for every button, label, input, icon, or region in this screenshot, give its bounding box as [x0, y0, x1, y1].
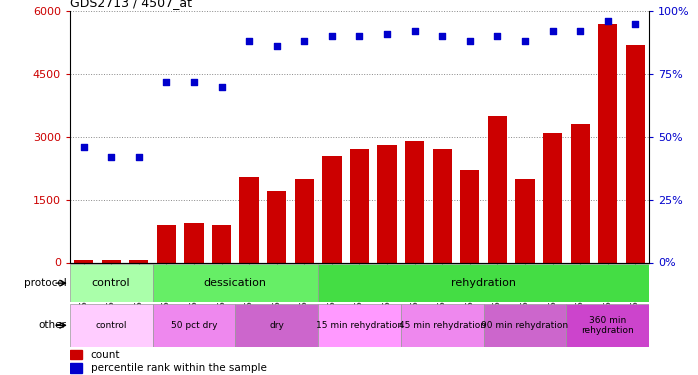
Point [271, 44, 282, 50]
Point [326, 33, 337, 39]
Point [188, 79, 200, 85]
Bar [153, 264, 318, 302]
Point [216, 84, 227, 90]
Text: 15 min rehydration: 15 min rehydration [316, 321, 403, 330]
Text: count: count [91, 350, 120, 360]
Point [133, 154, 144, 160]
Text: protocol: protocol [24, 278, 66, 288]
Bar [239, 177, 259, 262]
Bar [70, 350, 82, 359]
Bar [401, 304, 484, 347]
Bar [235, 304, 318, 347]
Bar [156, 225, 176, 262]
Text: control: control [96, 321, 127, 330]
Bar [184, 223, 204, 262]
Bar [70, 264, 153, 302]
Text: 45 min rehydration: 45 min rehydration [399, 321, 486, 330]
Bar [267, 191, 286, 262]
Point [547, 28, 558, 34]
Point [519, 38, 530, 44]
Text: 90 min rehydration: 90 min rehydration [482, 321, 569, 330]
Bar [350, 149, 369, 262]
Bar [433, 149, 452, 262]
Bar [295, 179, 314, 262]
Bar [74, 260, 94, 262]
Point [161, 79, 172, 85]
Bar [543, 133, 562, 262]
Point [409, 28, 420, 34]
Point [437, 33, 448, 39]
Point [78, 144, 89, 150]
Text: other: other [38, 320, 66, 330]
Bar [488, 116, 507, 262]
Bar [101, 260, 121, 262]
Bar [129, 260, 149, 262]
Point [602, 18, 614, 24]
Bar [598, 24, 618, 262]
Bar [153, 304, 235, 347]
Bar [318, 264, 649, 302]
Point [630, 21, 641, 27]
Point [492, 33, 503, 39]
Bar [322, 156, 341, 262]
Bar [515, 179, 535, 262]
Bar [625, 45, 645, 262]
Text: rehydration: rehydration [451, 278, 516, 288]
Point [299, 38, 310, 44]
Point [105, 154, 117, 160]
Point [574, 28, 586, 34]
Text: 360 min
rehydration: 360 min rehydration [581, 316, 634, 335]
Bar [460, 170, 480, 262]
Bar [70, 304, 153, 347]
Bar [378, 145, 396, 262]
Text: GDS2713 / 4507_at: GDS2713 / 4507_at [70, 0, 192, 9]
Text: percentile rank within the sample: percentile rank within the sample [91, 363, 267, 373]
Text: dry: dry [269, 321, 284, 330]
Point [354, 33, 365, 39]
Bar [318, 304, 401, 347]
Text: 50 pct dry: 50 pct dry [171, 321, 217, 330]
Bar [212, 225, 231, 262]
Bar [570, 124, 590, 262]
Bar [70, 363, 82, 373]
Point [382, 31, 393, 37]
Text: control: control [92, 278, 131, 288]
Point [464, 38, 475, 44]
Text: dessication: dessication [204, 278, 267, 288]
Point [244, 38, 255, 44]
Bar [566, 304, 649, 347]
Bar [405, 141, 424, 262]
Bar [484, 304, 566, 347]
